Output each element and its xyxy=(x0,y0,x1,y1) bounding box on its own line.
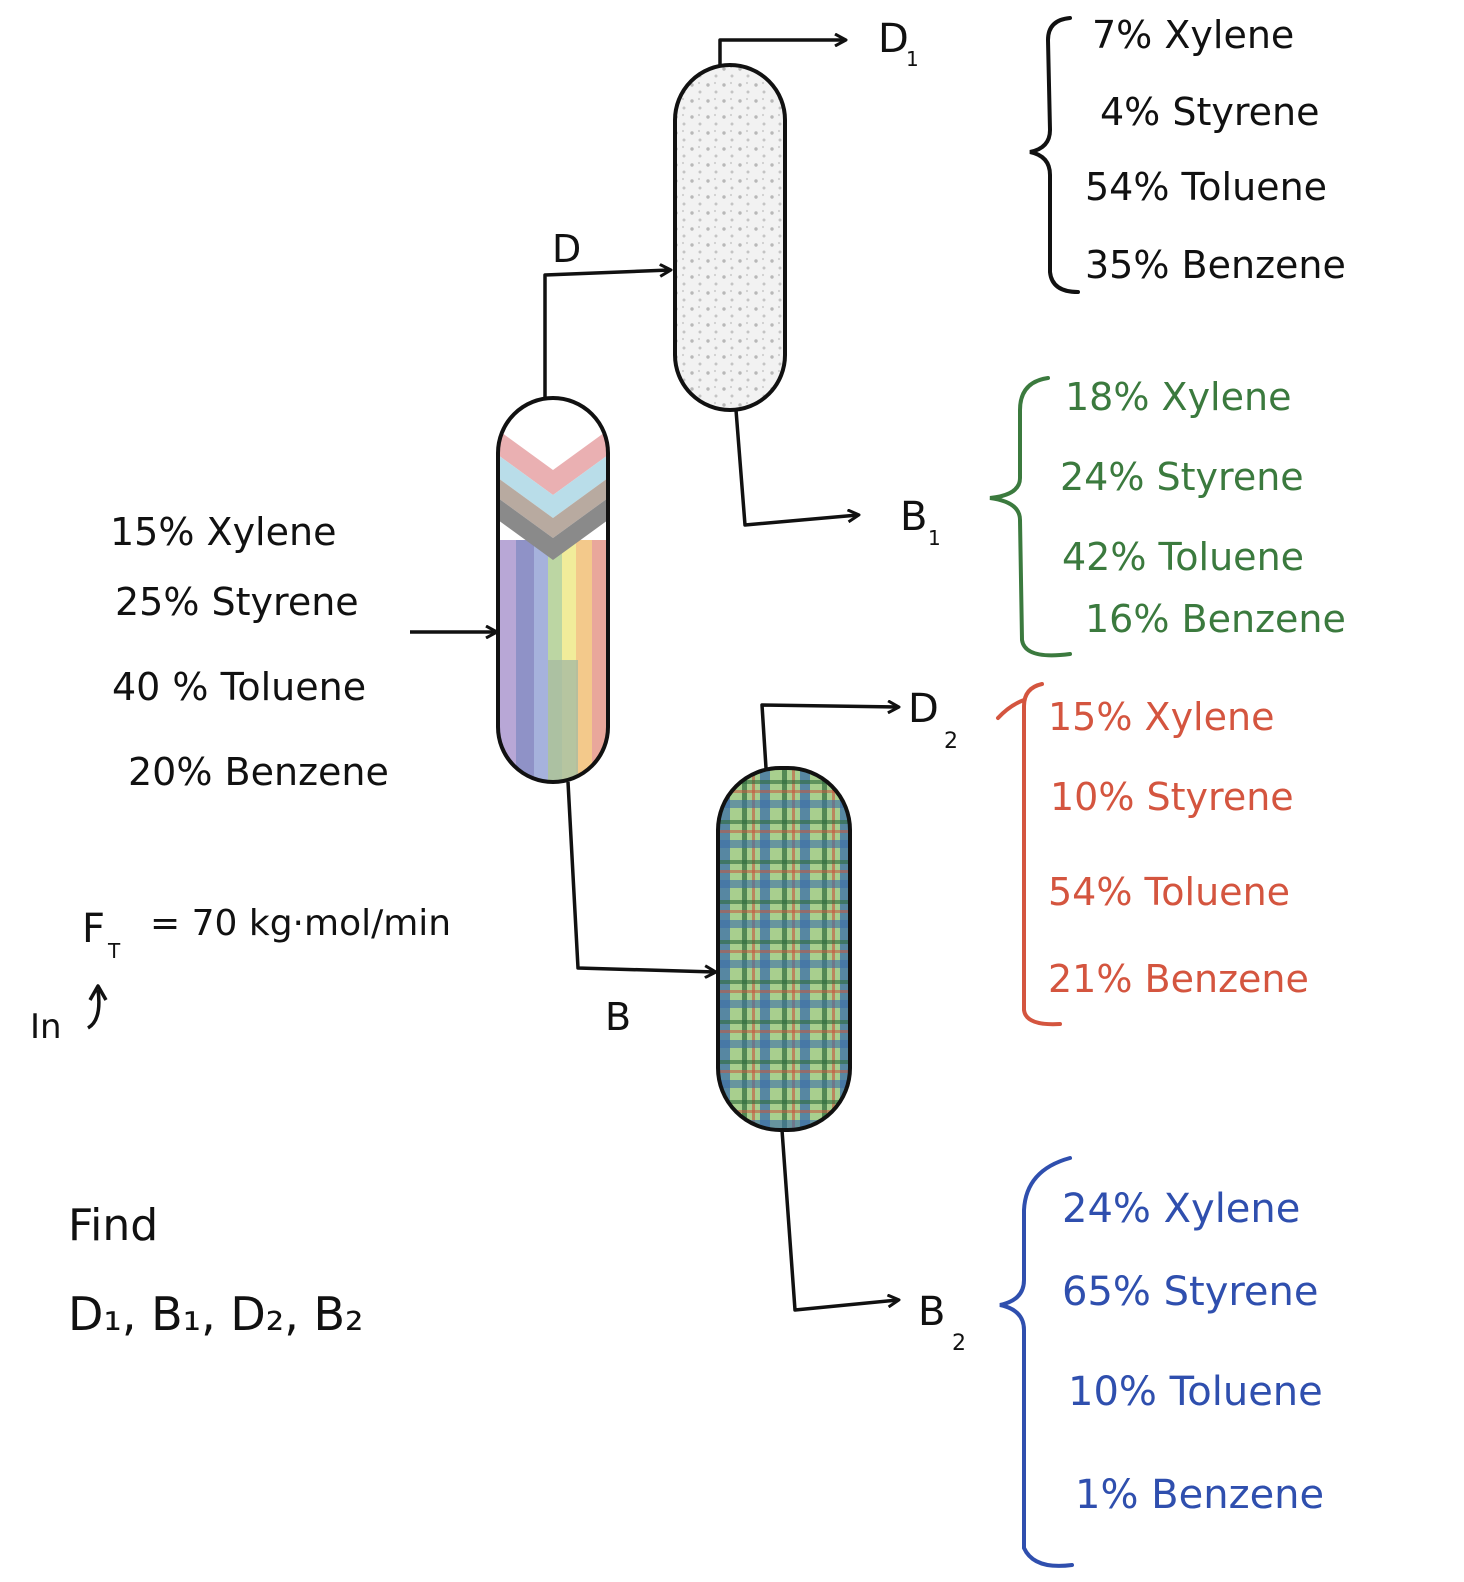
find-block: Find D₁, B₁, D₂, B₂ xyxy=(68,1200,363,1341)
d2-toluene: 54% Toluene xyxy=(1048,870,1290,914)
label-b2: B xyxy=(918,1289,945,1335)
find-items: D₁, B₁, D₂, B₂ xyxy=(68,1287,363,1341)
find-title: Find xyxy=(68,1200,158,1251)
in-label: In xyxy=(30,1007,62,1047)
b2-styrene: 65% Styrene xyxy=(1062,1269,1319,1315)
d2-benzene: 21% Benzene xyxy=(1048,957,1309,1001)
stream-b1-line xyxy=(734,409,858,527)
label-b2-sub: 2 xyxy=(952,1331,966,1356)
d1-xylene: 7% Xylene xyxy=(1092,13,1294,57)
b2-xylene: 24% Xylene xyxy=(1062,1186,1300,1232)
b1-xylene: 18% Xylene xyxy=(1065,375,1291,419)
b2-benzene: 1% Benzene xyxy=(1075,1472,1324,1518)
label-d2: D xyxy=(908,686,939,732)
b1-toluene: 42% Toluene xyxy=(1062,535,1304,579)
label-d2-sub: 2 xyxy=(944,729,958,754)
flow-value: = 70 kg·mol/min xyxy=(150,903,451,944)
b2-toluene: 10% Toluene xyxy=(1068,1369,1323,1415)
d2-styrene: 10% Styrene xyxy=(1050,775,1294,819)
label-b1-sub: 1 xyxy=(928,526,941,550)
feed-flow: F T = 70 kg·mol/min In xyxy=(30,903,451,1047)
stream-d2-line xyxy=(760,705,898,769)
feed-column xyxy=(496,396,610,784)
feed-line-xylene: 15% Xylene xyxy=(110,510,336,554)
brace-d2 xyxy=(1022,682,1062,1027)
braces xyxy=(989,16,1080,1568)
stream-b2-line xyxy=(780,1129,898,1312)
stream-lines xyxy=(86,40,898,1312)
feed-composition: 15% Xylene 25% Styrene 40 % Toluene 20% … xyxy=(110,510,389,794)
composition-b1: 18% Xylene 24% Styrene 42% Toluene 16% B… xyxy=(1060,375,1346,641)
brace-d2-tip xyxy=(996,698,1026,720)
composition-d1: 7% Xylene 4% Styrene 54% Toluene 35% Ben… xyxy=(1085,13,1346,287)
d1-toluene: 54% Toluene xyxy=(1085,165,1327,209)
label-d1: D xyxy=(878,16,909,62)
label-d1-sub: 1 xyxy=(906,47,919,71)
composition-b2: 24% Xylene 65% Styrene 10% Toluene 1% Be… xyxy=(1062,1186,1324,1518)
feed-line-toluene: 40 % Toluene xyxy=(112,665,366,709)
column-d xyxy=(673,63,787,412)
flow-subscript: T xyxy=(107,939,121,963)
column-b xyxy=(716,766,852,1132)
d1-benzene: 35% Benzene xyxy=(1085,243,1346,287)
b1-benzene: 16% Benzene xyxy=(1085,597,1346,641)
stream-b-line xyxy=(566,781,715,972)
brace-d1 xyxy=(1029,16,1080,294)
feed-line-benzene: 20% Benzene xyxy=(128,750,389,794)
stream-d1-line xyxy=(718,40,845,65)
d2-xylene: 15% Xylene xyxy=(1048,695,1274,739)
label-b: B xyxy=(605,995,631,1039)
b1-styrene: 24% Styrene xyxy=(1060,455,1304,499)
stream-labels: D B D 1 B 1 D 2 B 2 xyxy=(552,16,966,1356)
brace-b2 xyxy=(999,1156,1074,1568)
feed-line-styrene: 25% Styrene xyxy=(115,580,359,624)
label-d: D xyxy=(552,227,581,271)
flow-symbol: F xyxy=(82,906,105,952)
composition-d2: 15% Xylene 10% Styrene 54% Toluene 21% B… xyxy=(1048,695,1309,1001)
stream-d-line xyxy=(543,270,670,398)
d1-styrene: 4% Styrene xyxy=(1100,90,1320,134)
in-arrow xyxy=(86,989,101,1030)
label-b1: B xyxy=(900,494,927,540)
brace-b1 xyxy=(989,376,1072,658)
